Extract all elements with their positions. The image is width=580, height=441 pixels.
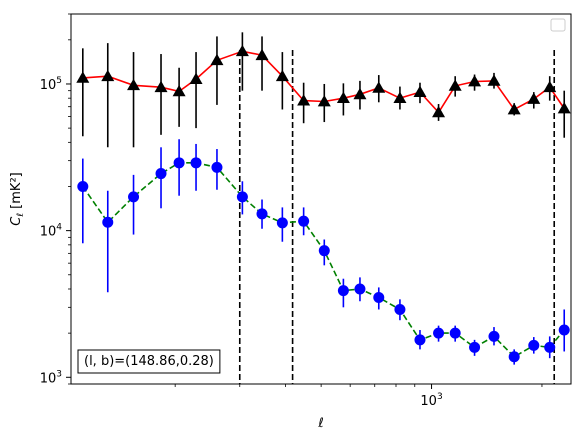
- data-point-1-14: [373, 291, 385, 303]
- data-point-1-22: [528, 339, 540, 351]
- data-point-1-21: [508, 351, 520, 363]
- ticks-layer: 103 104 105 103: [40, 13, 543, 409]
- data-point-0-16: [413, 85, 427, 97]
- data-point-1-1: [102, 216, 114, 228]
- data-point-1-20: [488, 330, 500, 342]
- data-point-0-20: [487, 74, 501, 86]
- data-point-0-12: [336, 91, 350, 104]
- data-point-1-23: [544, 341, 556, 353]
- data-point-1-16: [414, 334, 426, 346]
- data-point-0-17: [432, 105, 446, 118]
- data-point-1-10: [298, 215, 310, 227]
- series-0: [76, 32, 571, 148]
- data-point-0-23: [543, 80, 557, 93]
- series-1: [77, 139, 570, 365]
- data-point-1-4: [173, 157, 185, 169]
- data-point-0-6: [210, 53, 224, 66]
- x-tick-label-0: 103: [420, 392, 442, 409]
- annotation-layer: (l, b)=(148.86,0.28): [77, 349, 221, 374]
- data-point-1-24: [558, 324, 570, 336]
- data-point-1-9: [276, 217, 288, 229]
- data-point-0-15: [393, 91, 407, 104]
- data-point-1-11: [318, 245, 330, 257]
- data-point-0-11: [317, 94, 331, 107]
- data-point-1-5: [190, 157, 202, 169]
- data-point-0-24: [557, 102, 571, 114]
- data-point-0-9: [275, 69, 289, 82]
- data-point-1-12: [337, 285, 349, 297]
- data-point-0-18: [448, 79, 462, 91]
- data-point-1-19: [469, 341, 481, 353]
- legend-box: [550, 18, 566, 32]
- data-point-1-8: [256, 208, 268, 220]
- data-point-0-3: [154, 80, 168, 93]
- vertical-lines-layer: [238, 50, 556, 384]
- data-point-1-2: [128, 191, 140, 203]
- data-point-1-18: [449, 327, 461, 339]
- data-point-1-15: [394, 303, 406, 315]
- data-point-0-8: [255, 48, 269, 61]
- annotation-text: (l, b)=(148.86,0.28): [84, 354, 214, 369]
- y-tick-label-1: 104: [40, 223, 63, 240]
- data-point-0-7: [235, 44, 249, 57]
- data-point-0-0: [76, 71, 90, 83]
- y-tick-label-0: 103: [40, 369, 62, 386]
- series-layer: [76, 32, 571, 365]
- data-point-1-0: [77, 180, 89, 192]
- data-point-0-13: [353, 87, 367, 100]
- data-point-1-3: [155, 168, 167, 180]
- annotation-box: [77, 349, 221, 374]
- data-point-0-1: [101, 69, 115, 82]
- data-point-0-2: [127, 78, 141, 91]
- data-point-0-5: [189, 72, 203, 84]
- data-point-1-13: [354, 283, 366, 295]
- data-point-1-17: [433, 327, 445, 339]
- data-point-0-14: [372, 81, 386, 93]
- data-point-1-7: [236, 191, 248, 203]
- data-point-0-10: [297, 94, 311, 106]
- y-axis-label: Cℓ [mK²]: [9, 172, 26, 225]
- data-point-0-4: [172, 84, 186, 97]
- y-tick-label-2: 105: [40, 76, 62, 93]
- x-axis-label: ℓ: [317, 416, 323, 431]
- data-point-0-19: [468, 74, 482, 87]
- data-point-0-22: [527, 92, 541, 104]
- data-point-1-6: [211, 161, 223, 173]
- data-point-0-21: [507, 102, 521, 115]
